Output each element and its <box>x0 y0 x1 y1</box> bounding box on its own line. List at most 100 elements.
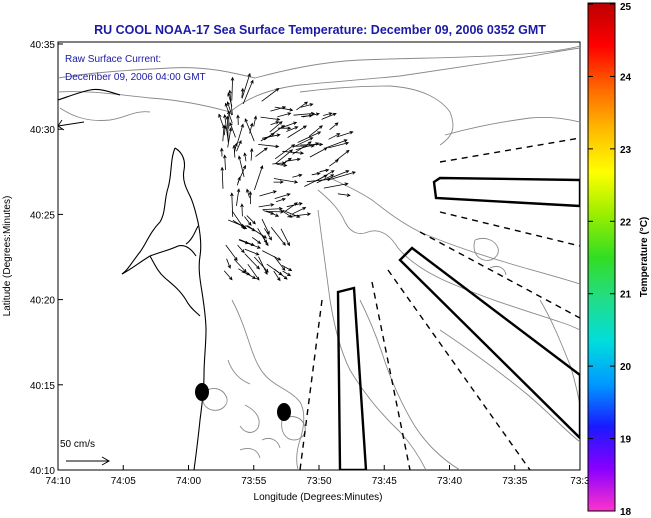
scale-arrow <box>66 456 111 466</box>
current-vector <box>261 87 280 102</box>
mooring-marker-west <box>195 383 209 401</box>
current-vector <box>270 227 286 246</box>
current-vector <box>280 228 290 247</box>
current-vector <box>266 263 283 276</box>
current-vector <box>276 163 288 167</box>
survey-lines <box>299 137 580 470</box>
current-vector <box>223 114 229 141</box>
y-tick-label: 40:10 <box>30 466 55 477</box>
current-vector <box>257 228 269 247</box>
current-vector <box>236 123 244 145</box>
colorbar-tick-label: 25 <box>620 2 632 13</box>
current-vector <box>282 150 305 155</box>
current-vector <box>282 209 301 218</box>
current-vector <box>296 101 309 111</box>
current-vector <box>246 188 250 198</box>
current-vector <box>230 192 234 217</box>
current-vector <box>223 154 227 171</box>
x-tick-label: 74:05 <box>111 476 136 487</box>
x-axis-ticks: 74:10 74:05 74:00 73:55 73:50 73:45 73:40 73:35… <box>45 465 590 487</box>
current-vector <box>274 106 294 112</box>
current-vector <box>244 216 252 226</box>
y-axis-ticks: 40:35 40:30 40:25 40:20 40:15 40:10 <box>30 40 63 477</box>
current-vector <box>246 215 256 225</box>
current-vector <box>234 142 238 153</box>
current-vector <box>261 218 270 235</box>
current-vector <box>273 178 299 184</box>
surface-current-vectors <box>218 72 356 282</box>
current-vector <box>247 225 268 239</box>
current-vector <box>264 228 272 241</box>
current-vector <box>285 157 301 162</box>
y-tick-label: 40:35 <box>30 40 55 51</box>
current-vector <box>297 131 322 143</box>
current-vector <box>241 72 251 99</box>
current-vector <box>337 193 351 197</box>
y-tick-label: 40:30 <box>30 125 55 136</box>
mooring-marker-east <box>277 403 291 421</box>
colorbar-tick-label: 23 <box>620 145 632 156</box>
current-vector <box>254 165 264 191</box>
current-vector <box>308 125 323 137</box>
current-vector <box>233 259 247 273</box>
colorbar-ticks: 25 24 23 22 21 20 19 18 <box>588 2 632 518</box>
current-vector <box>259 190 277 197</box>
current-vector <box>244 253 260 270</box>
current-vector <box>258 256 268 276</box>
current-vector <box>244 118 255 142</box>
current-vector <box>237 155 245 177</box>
current-vector <box>315 170 335 182</box>
current-vector <box>336 131 354 138</box>
current-vector <box>274 193 291 199</box>
colorbar-tick-label: 22 <box>620 217 632 228</box>
current-vector <box>286 126 299 132</box>
colorbar-tick-label: 24 <box>620 72 632 83</box>
bathymetry-contours <box>58 45 580 470</box>
x-tick-label: 74:10 <box>45 476 70 487</box>
colorbar-tick-label: 18 <box>620 507 632 518</box>
colorbar <box>587 2 616 512</box>
current-vector <box>292 137 314 148</box>
x-tick-label: 73:45 <box>372 476 397 487</box>
current-vector <box>330 171 356 180</box>
current-vector <box>229 122 236 138</box>
current-vector <box>238 239 250 245</box>
current-vector <box>323 112 333 116</box>
current-vector <box>227 110 231 129</box>
edge-current-arrow <box>58 119 85 131</box>
current-vector <box>300 103 314 108</box>
current-vector <box>316 174 335 184</box>
x-tick-label: 73:3 <box>570 476 590 487</box>
scale-label: 50 cm/s <box>60 439 95 450</box>
current-vector <box>218 113 224 128</box>
current-vector <box>247 263 260 281</box>
current-vector <box>329 122 339 131</box>
x-tick-label: 73:35 <box>502 476 527 487</box>
current-vector <box>282 270 292 277</box>
current-vector <box>220 147 224 157</box>
current-vector <box>242 79 254 105</box>
current-vector <box>226 101 233 116</box>
current-vector <box>328 141 350 149</box>
colorbar-tick-label: 21 <box>620 290 632 301</box>
current-vector <box>255 147 268 157</box>
current-vector <box>287 125 307 138</box>
current-vector <box>237 244 245 254</box>
current-vector <box>273 180 284 184</box>
current-vector <box>248 190 253 205</box>
current-vector <box>273 270 281 282</box>
current-vector <box>240 203 244 217</box>
current-vector <box>269 121 283 133</box>
current-vector <box>237 164 246 184</box>
current-note-line2: December 09, 2006 04:00 GMT <box>65 72 206 83</box>
x-tick-label: 73:55 <box>241 476 266 487</box>
current-note-line1: Raw Surface Current: <box>65 54 161 65</box>
current-vector <box>266 210 280 217</box>
current-vector <box>230 76 235 101</box>
current-vector <box>241 271 251 276</box>
current-vector <box>251 236 262 245</box>
current-vector <box>295 142 320 151</box>
current-vector <box>254 256 269 273</box>
current-vector <box>236 139 242 152</box>
current-vector <box>258 144 280 149</box>
